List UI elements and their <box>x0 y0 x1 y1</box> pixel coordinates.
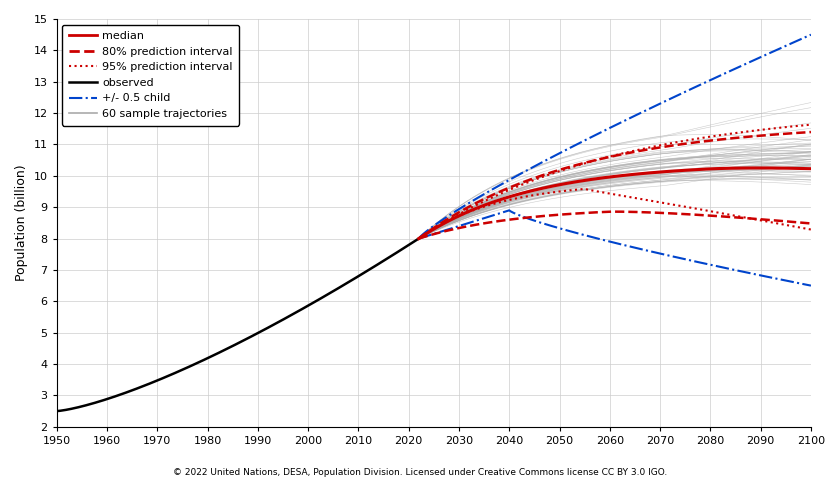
Text: © 2022 United Nations, DESA, Population Division. Licensed under Creative Common: © 2022 United Nations, DESA, Population … <box>173 468 667 477</box>
Legend: median, 80% prediction interval, 95% prediction interval, observed, +/- 0.5 chil: median, 80% prediction interval, 95% pre… <box>62 24 239 126</box>
Y-axis label: Population (billion): Population (billion) <box>15 165 28 281</box>
